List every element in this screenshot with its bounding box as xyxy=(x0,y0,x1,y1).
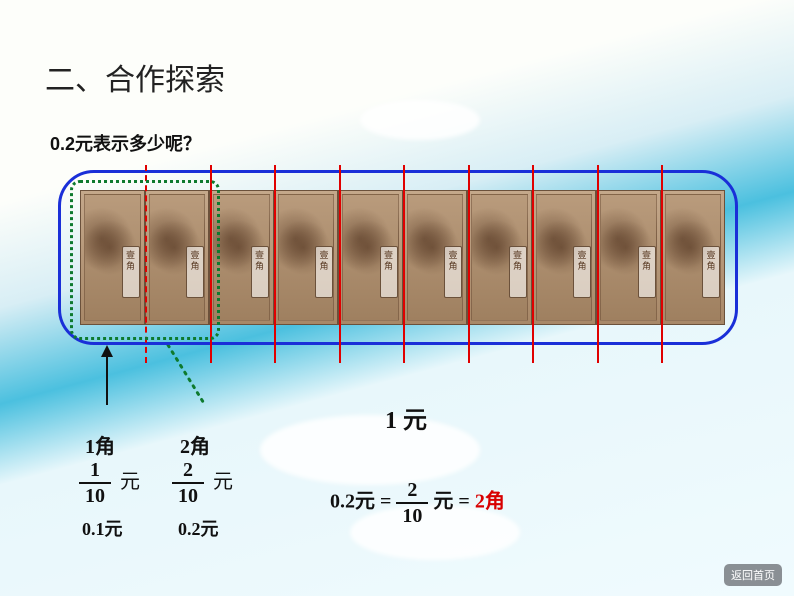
banknote: 壹 角 xyxy=(661,190,726,325)
division-line xyxy=(661,165,663,363)
banknote: 壹 角 xyxy=(467,190,532,325)
label-0.1yuan: 0.1元 xyxy=(82,515,123,541)
division-line xyxy=(274,165,276,363)
division-line xyxy=(597,165,599,363)
equation: 0.2元 = 210 元 = 2角 xyxy=(330,480,505,526)
banknote: 壹 角 xyxy=(274,190,339,325)
banknote: 壹 角 xyxy=(532,190,597,325)
selection-two-jiao xyxy=(70,180,220,340)
cloud xyxy=(260,415,480,485)
fraction-1-10: 110 元 xyxy=(79,460,140,506)
pointer-to-two-jiao xyxy=(150,345,230,425)
back-home-button[interactable]: 返回首页 xyxy=(724,564,782,586)
fraction-2-10: 210 元 xyxy=(172,460,233,506)
question-text: 0.2元表示多少呢？ xyxy=(50,130,201,156)
banknote: 壹 角 xyxy=(403,190,468,325)
label-2jiao: 2角 xyxy=(180,430,210,459)
arrow-to-one-jiao xyxy=(95,345,125,415)
division-line xyxy=(532,165,534,363)
section-title: 二、合作探索 xyxy=(45,55,225,99)
division-line xyxy=(468,165,470,363)
banknote: 壹 角 xyxy=(596,190,661,325)
cloud xyxy=(360,100,480,140)
division-line xyxy=(339,165,341,363)
label-0.2yuan: 0.2元 xyxy=(178,515,219,541)
division-line xyxy=(403,165,405,363)
label-1jiao: 1角 xyxy=(85,430,115,459)
label-one-yuan: 1 元 xyxy=(385,400,427,435)
banknote: 壹 角 xyxy=(338,190,403,325)
